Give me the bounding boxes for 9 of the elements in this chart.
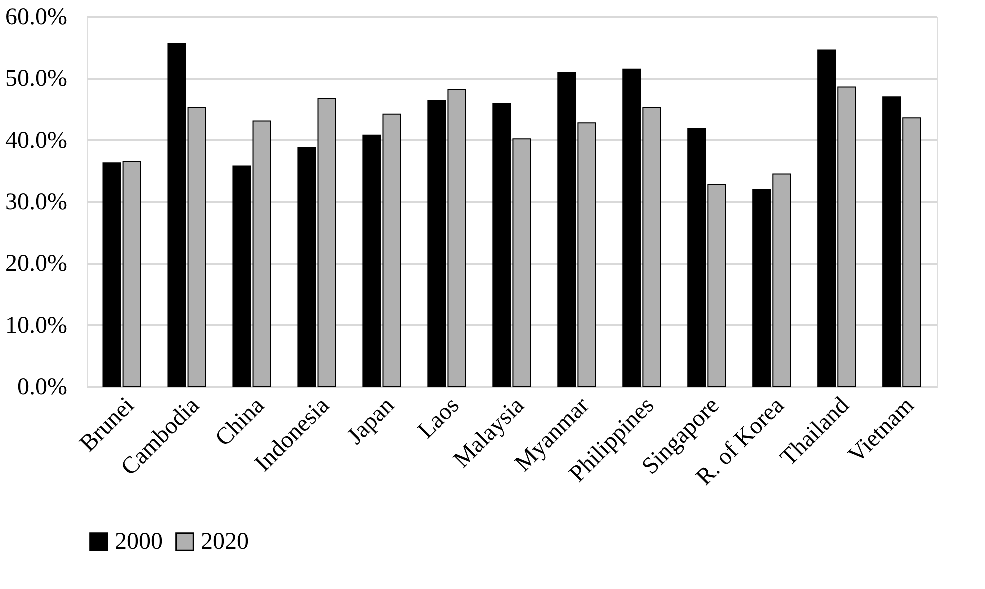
legend-label: 2000 [115,529,163,555]
y-tick-label: 40.0% [6,128,68,154]
y-tick-label: 60.0% [6,4,68,30]
y-tick-label: 50.0% [6,66,68,92]
y-tick-label: 30.0% [6,190,68,216]
y-tick-label: 10.0% [6,312,68,339]
y-tick-label: 20.0% [6,251,68,278]
y-tick-label: 0.0% [18,374,68,400]
legend-label: 2020 [201,529,249,555]
